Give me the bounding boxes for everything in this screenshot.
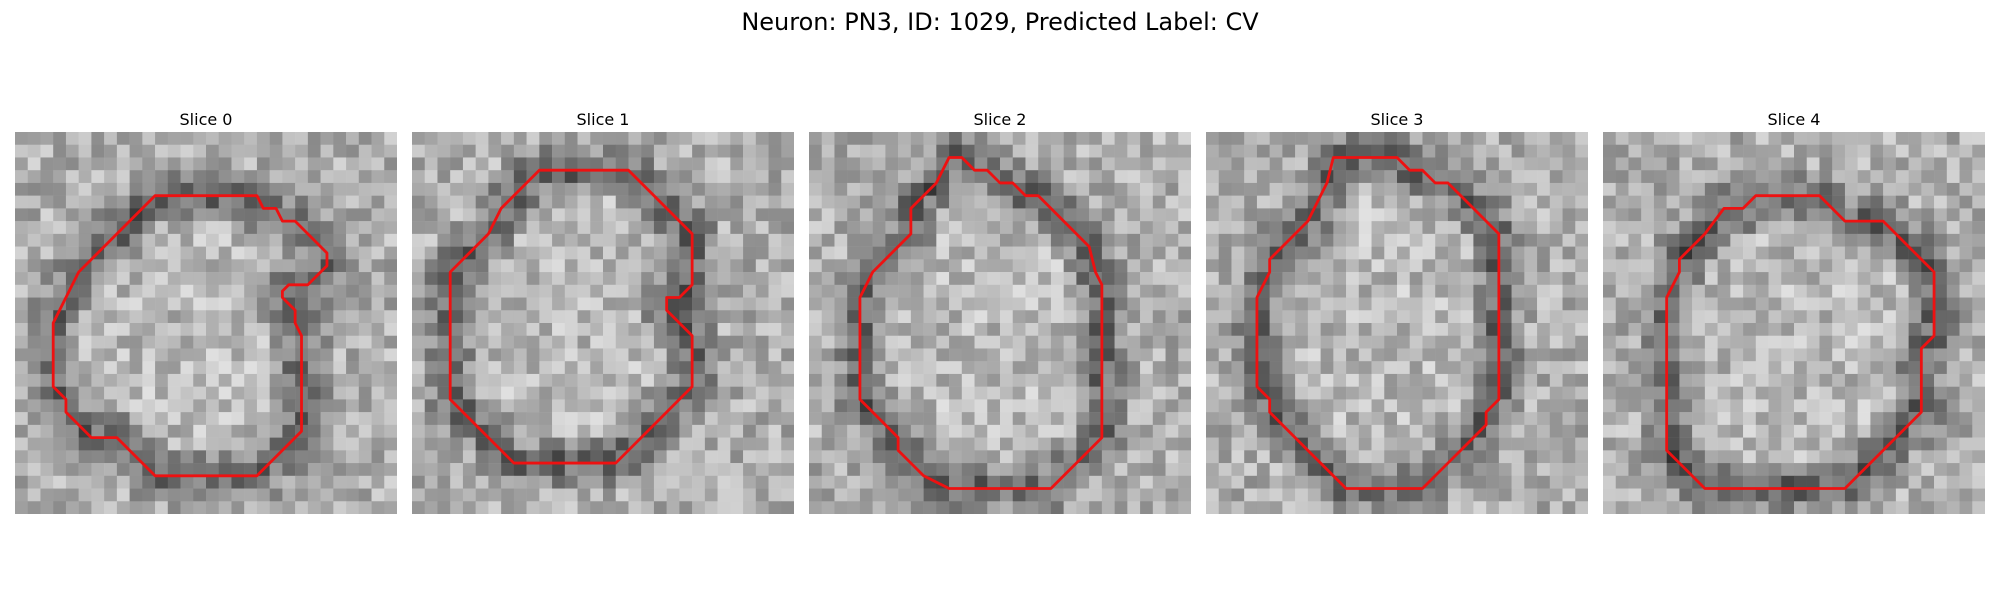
segmentation-contour — [448, 168, 694, 465]
segmentation-contour — [51, 194, 329, 478]
slice-panel-3: Slice 3 — [1206, 108, 1588, 514]
segmentation-contour — [858, 156, 1104, 490]
slice-image — [1603, 132, 1985, 514]
slice-image — [809, 132, 1191, 514]
slice-title: Slice 3 — [1370, 110, 1424, 129]
slice-title: Slice 4 — [1767, 110, 1821, 129]
slice-panel-2: Slice 2 — [809, 108, 1191, 514]
slice-image — [1206, 132, 1588, 514]
slice-title: Slice 0 — [179, 110, 233, 129]
segmentation-contour — [1665, 194, 1936, 490]
segmentation-contour — [1255, 156, 1501, 490]
slice-panel-1: Slice 1 — [412, 108, 794, 514]
slice-title: Slice 2 — [973, 110, 1027, 129]
slice-panel-0: Slice 0 — [15, 108, 397, 514]
slice-panel-4: Slice 4 — [1603, 108, 1985, 514]
slice-title: Slice 1 — [576, 110, 630, 129]
figure-title: Neuron: PN3, ID: 1029, Predicted Label: … — [741, 8, 1259, 36]
slice-image — [412, 132, 794, 514]
slice-image — [15, 132, 397, 514]
